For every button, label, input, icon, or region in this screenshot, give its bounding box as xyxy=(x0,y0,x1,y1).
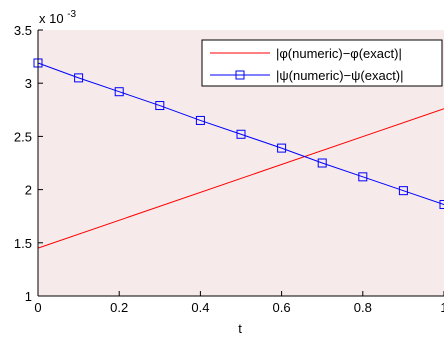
x-tick-label: 0.2 xyxy=(110,300,128,315)
y-tick-label: 3.5 xyxy=(14,23,32,38)
x-tick-label: 0.8 xyxy=(354,300,372,315)
legend: |φ(numeric)−φ(exact)| |ψ(numeric)−ψ(exact… xyxy=(201,39,443,87)
legend-entry-label: |ψ(numeric)−ψ(exact)| xyxy=(276,68,404,83)
series-line-2 xyxy=(37,62,444,205)
series-2-point xyxy=(317,158,327,168)
series-line-1 xyxy=(37,108,444,249)
y-tick-label: 3 xyxy=(25,76,32,91)
y-tick-label: 1.5 xyxy=(14,236,32,251)
x-tick-label: 0 xyxy=(34,300,41,315)
series-2-point xyxy=(236,129,246,139)
series-2-point xyxy=(277,143,287,153)
series-2-point xyxy=(114,87,124,97)
y-tick-label: 1 xyxy=(25,289,32,304)
x-tick-label: 1 xyxy=(440,300,444,315)
y-tick-label: 2.5 xyxy=(14,129,32,144)
y-multiplier-base: x 10 xyxy=(39,11,64,26)
legend-swatch-marker xyxy=(235,70,245,80)
tick-labels: 0 0.2 0.4 0.6 0.8 1 1 1.5 2 2.5 3 3.5 xyxy=(14,23,444,315)
x-axis-label: t xyxy=(238,321,242,336)
x-tick-label: 0.4 xyxy=(191,300,209,315)
series-2-point xyxy=(398,186,408,196)
series-2-point xyxy=(358,172,368,182)
series-layer xyxy=(33,58,444,249)
series-2-point xyxy=(155,101,165,111)
legend-entry-label: |φ(numeric)−φ(exact)| xyxy=(276,46,402,61)
y-multiplier-exponent: -3 xyxy=(67,9,76,20)
axes xyxy=(37,29,444,297)
series-2-point xyxy=(439,199,444,209)
y-axis-multiplier: x 10 -3 xyxy=(39,9,77,26)
legend-box xyxy=(201,39,443,87)
series-2-point xyxy=(74,73,84,83)
x-tick-label: 0.6 xyxy=(273,300,291,315)
y-tick-label: 2 xyxy=(25,183,32,198)
series-2-point xyxy=(195,115,205,125)
